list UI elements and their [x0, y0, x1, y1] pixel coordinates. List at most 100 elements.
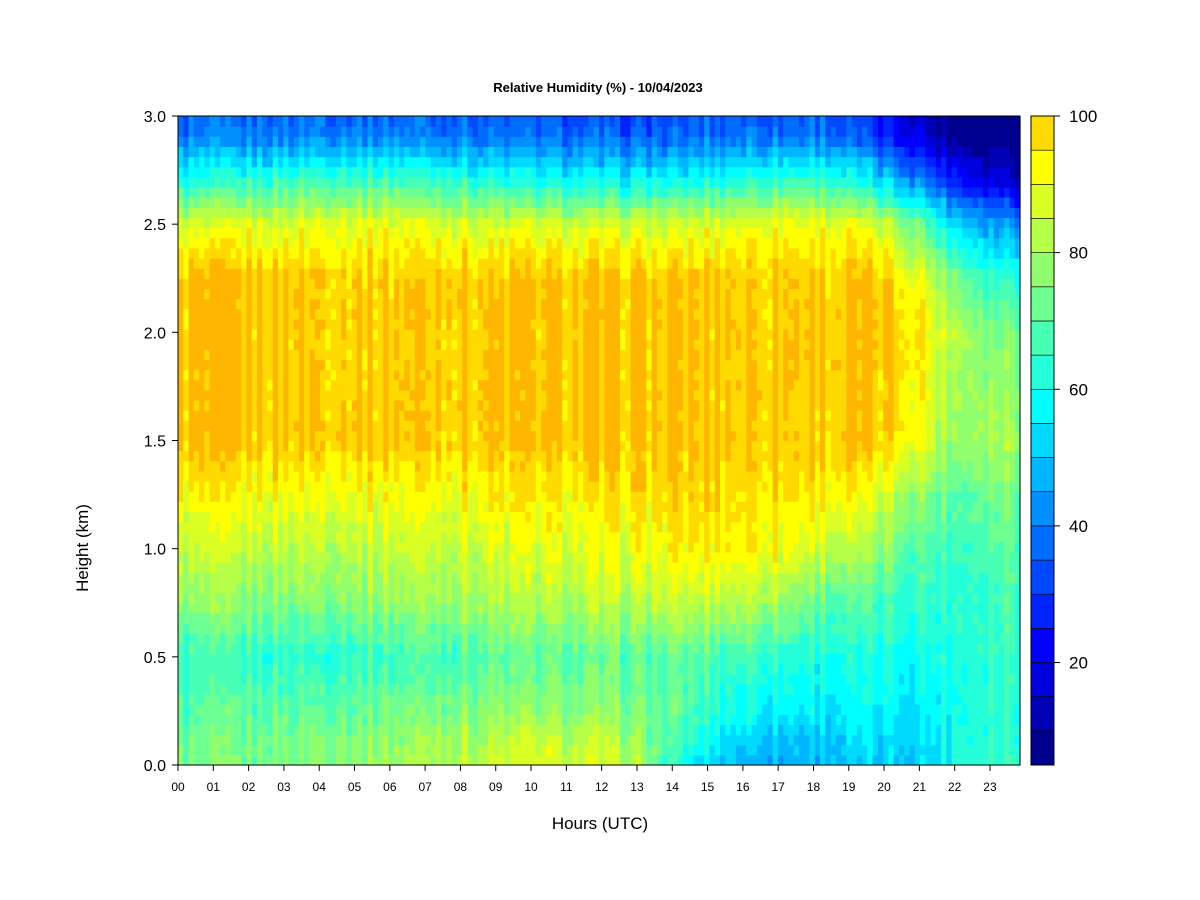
heatmap-cell: [209, 288, 216, 300]
heatmap-cell: [456, 734, 463, 746]
heatmap-cell: [277, 328, 284, 340]
heatmap-cell: [309, 491, 316, 502]
heatmap-cell: [283, 734, 290, 746]
heatmap-cell: [525, 470, 532, 482]
heatmap-cell: [556, 511, 563, 523]
heatmap-cell: [404, 734, 411, 746]
heatmap-cell: [409, 724, 416, 736]
heatmap-cell: [351, 460, 358, 472]
heatmap-cell: [393, 653, 400, 665]
heatmap-cell: [446, 744, 453, 756]
heatmap-cell: [256, 582, 263, 594]
heatmap-cell: [293, 197, 300, 208]
heatmap-cell: [204, 227, 211, 239]
heatmap-cell: [178, 126, 184, 137]
heatmap-cell: [356, 612, 363, 624]
heatmap-cell: [372, 470, 379, 482]
heatmap-cell: [451, 683, 458, 695]
heatmap-cell: [377, 278, 384, 289]
heatmap-cell: [509, 694, 516, 705]
heatmap-cell: [246, 491, 253, 502]
heatmap-cell: [493, 176, 500, 188]
heatmap-cell: [220, 470, 226, 482]
heatmap-cell: [335, 562, 342, 573]
heatmap-cell: [314, 450, 321, 462]
heatmap-cell: [256, 470, 263, 482]
heatmap-cell: [251, 268, 258, 279]
heatmap-cell: [435, 237, 442, 249]
heatmap-cell: [309, 227, 316, 239]
heatmap-cell: [572, 308, 579, 320]
heatmap-cell: [199, 531, 205, 543]
heatmap-cell: [256, 623, 263, 634]
heatmap-cell: [425, 673, 432, 685]
heatmap-cell: [477, 430, 484, 442]
heatmap-cell: [488, 146, 495, 158]
heatmap-cell: [477, 116, 484, 127]
heatmap-cell: [567, 288, 574, 300]
heatmap-cell: [546, 643, 553, 655]
heatmap-cell: [483, 714, 490, 726]
heatmap-cell: [230, 227, 237, 239]
heatmap-cell: [183, 754, 190, 766]
heatmap-cell: [341, 430, 347, 442]
heatmap-cell: [346, 126, 353, 137]
heatmap-cell: [456, 714, 463, 726]
heatmap-cell: [288, 268, 295, 279]
heatmap-cell: [441, 328, 447, 340]
heatmap-cell: [446, 308, 453, 320]
heatmap-cell: [341, 744, 347, 756]
heatmap-cell: [388, 531, 395, 543]
heatmap-cell: [409, 612, 416, 624]
heatmap-cell: [446, 339, 453, 350]
heatmap-cell: [341, 399, 347, 411]
heatmap-cell: [351, 328, 358, 340]
heatmap-cell: [178, 643, 184, 655]
heatmap-cell: [446, 663, 453, 675]
heatmap-cell: [446, 217, 453, 229]
heatmap-cell: [451, 197, 458, 208]
heatmap-cell: [251, 379, 258, 391]
heatmap-cell: [556, 673, 563, 685]
heatmap-cell: [456, 633, 463, 644]
heatmap-cell: [551, 227, 558, 239]
heatmap-cell: [572, 704, 579, 715]
heatmap-cell: [577, 186, 584, 198]
heatmap-cell: [367, 643, 374, 655]
heatmap-cell: [335, 724, 342, 736]
heatmap-cell: [204, 704, 211, 715]
heatmap-cell: [214, 288, 221, 300]
heatmap-cell: [525, 247, 532, 259]
heatmap-cell: [209, 582, 216, 594]
heatmap-cell: [383, 663, 390, 675]
heatmap-cell: [556, 156, 563, 168]
heatmap-cell: [530, 146, 537, 158]
heatmap-cell: [225, 207, 232, 219]
heatmap-cell: [372, 227, 379, 239]
heatmap-cell: [209, 470, 216, 482]
heatmap-cell: [183, 602, 190, 614]
heatmap-cell: [346, 694, 353, 705]
heatmap-cell: [462, 298, 469, 310]
heatmap-cell: [377, 531, 384, 543]
heatmap-cell: [483, 237, 490, 249]
heatmap-cell: [304, 673, 311, 685]
heatmap-cell: [456, 704, 463, 715]
heatmap-cell: [446, 724, 453, 736]
heatmap-cell: [577, 653, 584, 665]
heatmap-cell: [214, 481, 221, 492]
heatmap-cell: [525, 704, 532, 715]
heatmap-cell: [214, 146, 221, 158]
heatmap-cell: [520, 197, 526, 208]
heatmap-cell: [462, 491, 469, 502]
heatmap-cell: [567, 237, 574, 249]
heatmap-cell: [572, 156, 579, 168]
heatmap-cell: [572, 541, 579, 553]
heatmap-cell: [325, 440, 332, 452]
heatmap-cell: [430, 440, 437, 452]
heatmap-cell: [277, 278, 284, 289]
heatmap-cell: [520, 176, 526, 188]
heatmap-cell: [320, 278, 326, 289]
heatmap-cell: [299, 541, 305, 553]
heatmap-cell: [567, 592, 574, 604]
